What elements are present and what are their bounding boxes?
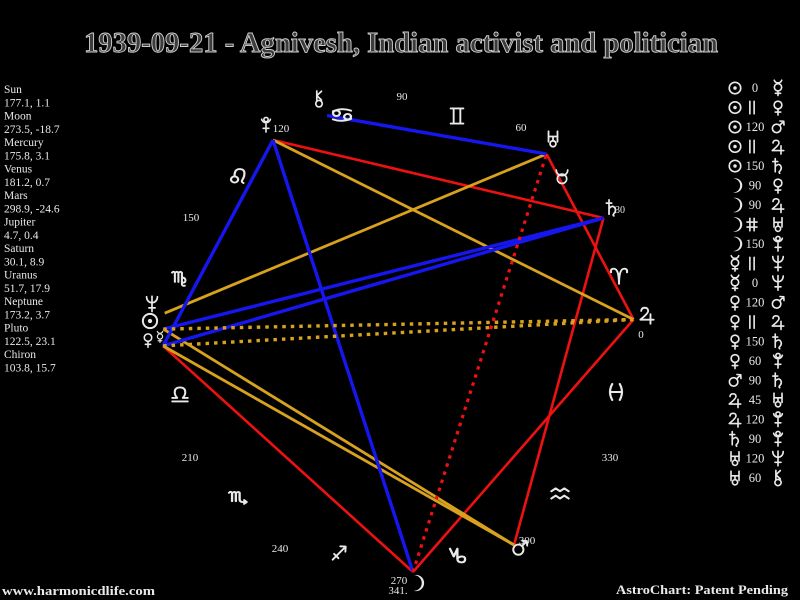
svg-text:60: 60 — [749, 471, 762, 485]
svg-text:273.5, -18.7: 273.5, -18.7 — [4, 124, 60, 136]
svg-text:Mars: Mars — [4, 190, 28, 202]
svg-text:AstroChart: Patent Pending: AstroChart: Patent Pending — [616, 582, 789, 597]
svg-text:341.: 341. — [388, 585, 408, 597]
svg-text:173.2, 3.7: 173.2, 3.7 — [4, 309, 50, 321]
svg-text:120: 120 — [746, 296, 765, 310]
svg-text:1939-09-21 - Agnivesh, Indian: 1939-09-21 - Agnivesh, Indian activist a… — [84, 28, 718, 59]
svg-text:150: 150 — [746, 335, 765, 349]
svg-text:51.7, 17.9: 51.7, 17.9 — [4, 283, 50, 295]
svg-text:www.harmonicdlife.com: www.harmonicdlife.com — [2, 583, 155, 598]
svg-text:270: 270 — [391, 575, 408, 587]
svg-text:181.2, 0.7: 181.2, 0.7 — [4, 177, 50, 189]
svg-text:Uranus: Uranus — [4, 270, 38, 282]
svg-text:90: 90 — [749, 179, 762, 193]
svg-text:177.1, 1.1: 177.1, 1.1 — [4, 97, 50, 109]
svg-text:30: 30 — [615, 205, 625, 216]
svg-text:298.9, -24.6: 298.9, -24.6 — [4, 203, 60, 215]
svg-text:150: 150 — [746, 237, 765, 251]
svg-text:103.8, 15.7: 103.8, 15.7 — [4, 362, 56, 374]
svg-text:150: 150 — [183, 212, 200, 224]
svg-text:150: 150 — [746, 159, 765, 173]
svg-text:Moon: Moon — [4, 111, 32, 123]
svg-text:175.8, 3.1: 175.8, 3.1 — [4, 150, 50, 162]
svg-text:122.5, 23.1: 122.5, 23.1 — [4, 336, 56, 348]
svg-text:4.7, 0.4: 4.7, 0.4 — [4, 230, 39, 242]
svg-text:240: 240 — [272, 543, 289, 555]
svg-text:0: 0 — [638, 329, 644, 341]
svg-text:210: 210 — [182, 452, 199, 464]
svg-text:Pluto: Pluto — [4, 323, 29, 335]
svg-text:60: 60 — [749, 354, 762, 368]
svg-text:45: 45 — [749, 393, 762, 407]
svg-text:Chiron: Chiron — [4, 349, 36, 361]
svg-text:Jupiter: Jupiter — [4, 217, 35, 229]
svg-text:Neptune: Neptune — [4, 296, 43, 308]
svg-text:60: 60 — [516, 122, 528, 134]
svg-text:120: 120 — [273, 123, 290, 135]
svg-text:120: 120 — [746, 413, 765, 427]
svg-text:120: 120 — [746, 452, 765, 466]
svg-text:Saturn: Saturn — [4, 243, 34, 255]
svg-text:90: 90 — [749, 198, 762, 212]
svg-text:30.1, 8.9: 30.1, 8.9 — [4, 256, 45, 268]
svg-text:90: 90 — [749, 432, 762, 446]
svg-text:Sun: Sun — [4, 84, 22, 96]
svg-text:330: 330 — [602, 452, 619, 464]
svg-text:90: 90 — [749, 374, 762, 388]
svg-text:90: 90 — [397, 91, 409, 103]
svg-text:Mercury: Mercury — [4, 137, 44, 149]
svg-text:0: 0 — [752, 81, 758, 95]
svg-text:120: 120 — [746, 120, 765, 134]
svg-text:0: 0 — [752, 276, 758, 290]
svg-text:Venus: Venus — [4, 164, 33, 176]
